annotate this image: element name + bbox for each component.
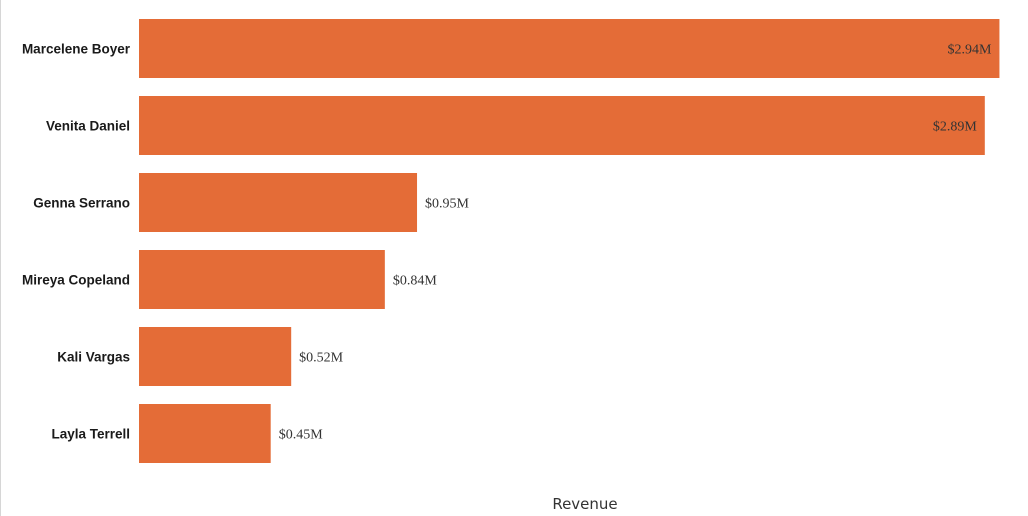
value-label-3: $0.84M (393, 274, 438, 289)
category-label-4: Kali Vargas (57, 350, 130, 365)
bar-5[interactable] (139, 404, 271, 463)
bar-1[interactable] (139, 96, 985, 155)
category-label-1: Venita Daniel (46, 119, 130, 134)
value-label-0: $2.94M (947, 43, 992, 58)
bar-3[interactable] (139, 250, 385, 309)
bar-0[interactable] (139, 19, 1000, 78)
category-label-5: Layla Terrell (51, 427, 130, 442)
value-label-1: $2.89M (933, 120, 978, 135)
x-axis-title: Revenue (552, 495, 617, 513)
value-labels-group: $2.94M $2.89M $0.95M $0.84M $0.52M $0.45M (279, 43, 992, 443)
bar-4[interactable] (139, 327, 292, 386)
category-label-2: Genna Serrano (33, 196, 130, 211)
value-label-2: $0.95M (425, 197, 470, 212)
category-label-0: Marcelene Boyer (22, 42, 131, 57)
bar-2[interactable] (139, 173, 418, 232)
category-label-3: Mireya Copeland (22, 273, 130, 288)
bars-group (139, 19, 1000, 463)
category-labels-group: Marcelene Boyer Venita Daniel Genna Serran… (22, 42, 131, 442)
value-label-5: $0.45M (279, 428, 324, 443)
value-label-4: $0.52M (299, 351, 344, 366)
